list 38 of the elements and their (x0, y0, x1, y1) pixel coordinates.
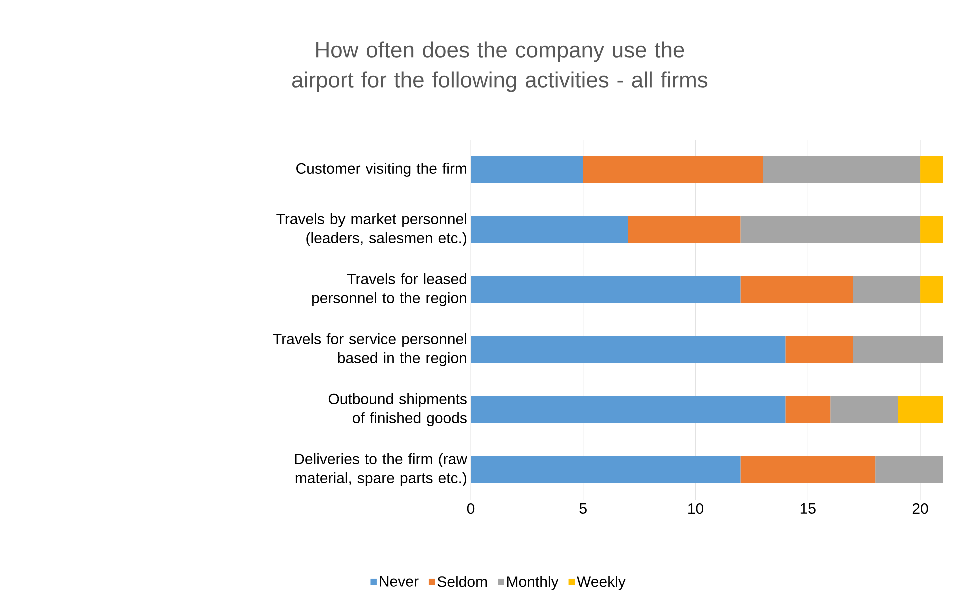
y-tick-label: Travels for leased personnel to the region (312, 274, 466, 306)
bar (786, 396, 831, 424)
bar (763, 156, 921, 184)
x-tick-label: 20 (912, 504, 928, 514)
y-tick-label: Travels by market personnel (leaders, salesmen etc.) (276, 214, 467, 246)
bar (471, 456, 741, 484)
bar (740, 216, 921, 244)
bar (853, 336, 944, 364)
bar (583, 156, 764, 184)
chart-title: How often does the company use the airport for the following activities - all firms (292, 42, 708, 92)
bar (876, 456, 944, 484)
y-tick-label: Customer visiting the firm (296, 163, 466, 177)
bar (830, 396, 898, 424)
bar (628, 216, 741, 244)
legend-label: Never (380, 576, 419, 587)
bar (920, 156, 944, 184)
y-tick-label: Outbound shipments of finished goods (328, 394, 467, 426)
x-tick-label: 10 (688, 504, 704, 514)
legend-label: Seldom (438, 576, 488, 588)
bar (471, 396, 786, 424)
bar (740, 276, 854, 304)
bar (853, 276, 921, 304)
x-tick-label: 0 (467, 504, 475, 514)
y-tick-label: Travels for service personnel based in the region (273, 334, 466, 366)
bar (920, 276, 944, 304)
y-tick-label: Deliveries to the firm (raw material, spare parts etc.) (295, 454, 468, 486)
bar (471, 336, 786, 364)
bar (786, 336, 854, 364)
bar (471, 276, 741, 304)
x-tick-label: 5 (580, 504, 587, 514)
legend-label: Monthly (508, 576, 559, 590)
bar (898, 396, 944, 424)
bar (740, 456, 876, 484)
x-tick-label: 15 (800, 504, 816, 514)
bar (920, 216, 944, 244)
bar (471, 216, 628, 244)
legend-label: Weekly (577, 576, 626, 590)
bar (471, 156, 584, 184)
